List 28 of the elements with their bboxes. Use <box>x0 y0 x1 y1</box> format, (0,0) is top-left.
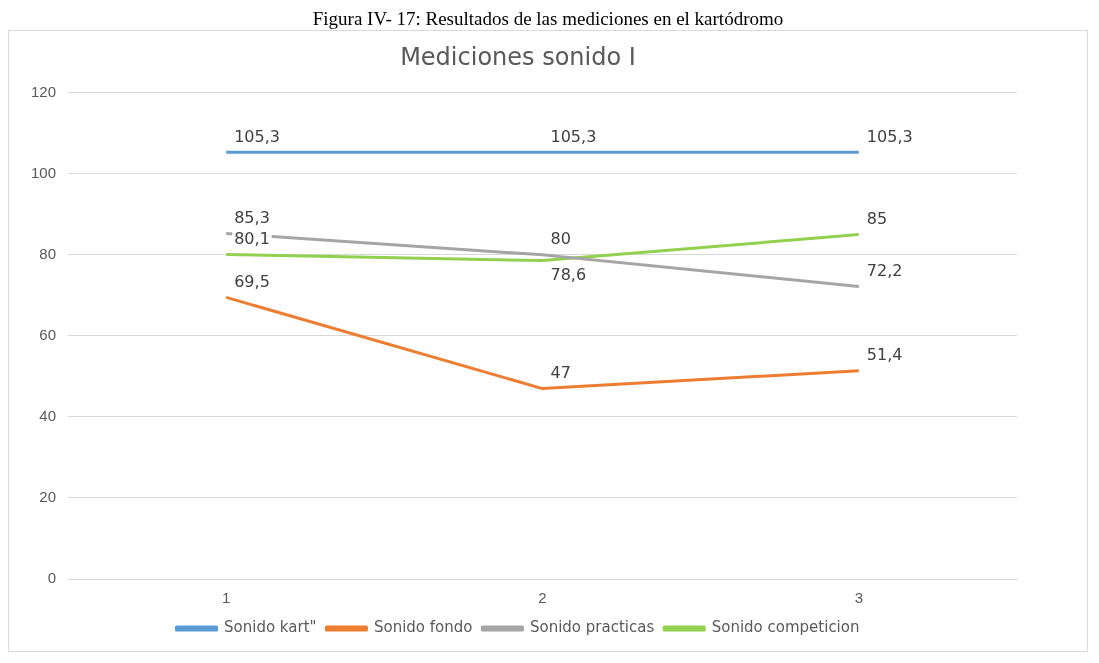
data-label: 105,3 <box>550 126 597 146</box>
data-label: 105,3 <box>866 126 913 146</box>
data-label: 72,2 <box>866 260 903 280</box>
x-tick-label: 3 <box>854 589 864 607</box>
y-tick-label: 80 <box>39 245 57 263</box>
legend-label: Sonido kart" <box>224 618 317 637</box>
chart-title: Mediciones sonido I <box>400 42 636 71</box>
data-label: 80 <box>550 229 571 249</box>
x-tick-label: 1 <box>222 589 231 607</box>
y-tick-label: 60 <box>39 326 57 344</box>
y-tick-label: 20 <box>39 488 57 506</box>
y-tick-label: 0 <box>47 569 57 587</box>
data-label: 69,5 <box>234 271 270 291</box>
legend-label: Sonido practicas <box>529 618 655 637</box>
legend-label: Sonido competicion <box>711 618 860 637</box>
legend-label: Sonido fondo <box>373 618 473 637</box>
data-label: 105,3 <box>234 126 280 146</box>
data-label: 80,1 <box>234 228 270 248</box>
y-tick-label: 40 <box>39 407 57 425</box>
data-label: 85 <box>866 208 888 228</box>
text: Figura IV- 17: Resultados de las mediciones en el kartódromo <box>311 8 785 30</box>
y-tick-label: 100 <box>31 163 57 181</box>
data-label: 85,3 <box>234 207 270 227</box>
data-label: 78,6 <box>550 264 587 284</box>
y-tick-label: 120 <box>31 82 57 100</box>
data-label: 47 <box>550 362 571 382</box>
x-tick-label: 2 <box>538 589 547 607</box>
data-label: 51,4 <box>866 344 903 364</box>
